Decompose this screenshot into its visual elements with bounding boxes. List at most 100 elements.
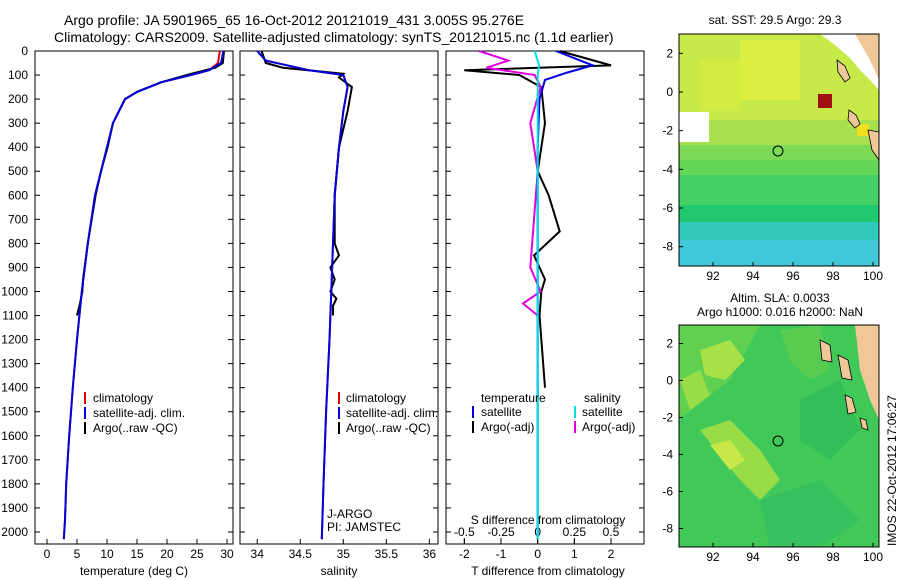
- x-tick-label: 36: [423, 547, 437, 561]
- x-tick-label: 15: [130, 547, 144, 561]
- depth-tick-label: 800: [8, 236, 28, 250]
- temperature-panel: [34, 50, 234, 545]
- map-y-tick-label: -2: [662, 411, 673, 425]
- difference-xlabel: T difference from climatology: [471, 564, 625, 578]
- legend-text-argo: Argo(..raw -QC): [93, 421, 178, 435]
- depth-tick-label: 1500: [1, 405, 28, 419]
- map-y-tick-label: 0: [666, 374, 673, 388]
- legend-text-temp-argo: Argo(-adj): [481, 420, 534, 434]
- depth-tick-label: 500: [8, 164, 28, 178]
- x-tick-label: 0: [534, 547, 541, 561]
- legend-head-salinity: salinity: [584, 391, 621, 405]
- salinity-panel: [239, 50, 439, 545]
- salinity-series: [256, 50, 353, 540]
- map-x-tick-label: 96: [786, 269, 800, 283]
- x-tick-label: 0: [44, 547, 51, 561]
- legend-text-satellite: satellite-adj. clim.: [346, 406, 438, 420]
- map-x-tick-label: 92: [706, 269, 720, 283]
- legend-text-sal-argo: Argo(-adj): [582, 420, 635, 434]
- title-line-1: Argo profile: JA 5901965_65 16-Oct-2012 …: [64, 12, 525, 28]
- map-y-tick-label: -6: [662, 201, 673, 215]
- x-tick-label: 25: [190, 547, 204, 561]
- x-tick-label: 0.25: [563, 525, 587, 539]
- argo-position-marker: [772, 435, 784, 447]
- sst-map-axes: 2 0 -2 -4 -6 -8 92 94 96 98 100: [662, 46, 883, 283]
- x-tick-label: 1: [571, 547, 578, 561]
- x-tick-label: 10: [100, 547, 114, 561]
- map-y-tick-label: 0: [666, 85, 673, 99]
- map-x-tick-label: 100: [863, 269, 883, 283]
- series-temp-argo: [464, 50, 612, 388]
- sla-map-title-1: Altim. SLA: 0.0033: [730, 291, 830, 305]
- depth-axis: 0 100 200 300 400 500 600 700 800 900 1000 1100 1200…: [1, 44, 644, 539]
- depth-tick-label: 100: [8, 68, 28, 82]
- x-tick-label: 30: [220, 547, 234, 561]
- x-tick-label: 20: [160, 547, 174, 561]
- sla-map-title-2: Argo h1000: 0.016 h2000: NaN: [697, 305, 863, 319]
- legend-text-sal-satellite: satellite: [582, 405, 623, 419]
- legend-text-climatology: climatology: [346, 391, 406, 405]
- temperature-x-axis: 0 5 10 15 20 25 30: [44, 539, 234, 561]
- depth-tick-label: 600: [8, 188, 28, 202]
- map-y-tick-label: -6: [662, 485, 673, 499]
- sst-map-title: sat. SST: 29.5 Argo: 29.3: [709, 13, 842, 27]
- temperature-legend: climatology satellite-adj. clim. Argo(..…: [84, 391, 185, 435]
- depth-tick-label: 700: [8, 212, 28, 226]
- salinity-legend: climatology satellite-adj. clim. Argo(..…: [338, 391, 438, 435]
- depth-tick-label: 1100: [2, 309, 28, 323]
- series-satellite: [62, 50, 225, 540]
- legend-text-satellite: satellite-adj. clim.: [93, 406, 185, 420]
- map-x-tick-label: 98: [826, 269, 840, 283]
- x-tick-label: 0.5: [603, 525, 620, 539]
- map-y-tick-label: 2: [666, 46, 673, 60]
- map-x-tick-label: 98: [826, 550, 840, 564]
- depth-tick-label: 1900: [1, 501, 28, 515]
- depth-tick-label: 2000: [1, 525, 28, 539]
- sst-map: [678, 33, 880, 267]
- map-x-tick-label: 92: [706, 550, 720, 564]
- series-sal-satellite: [533, 50, 541, 540]
- series-sal-argo: [478, 50, 542, 317]
- difference-xlabel-top: S difference from climatology: [471, 513, 626, 527]
- title-line-2: Climatology: CARS2009. Satellite-adjuste…: [54, 29, 614, 45]
- depth-tick-label: 1400: [1, 381, 28, 395]
- x-tick-label: -1: [496, 547, 507, 561]
- x-tick-label: 34: [251, 547, 265, 561]
- depth-tick-label: 1000: [1, 284, 28, 298]
- map-x-tick-label: 94: [746, 269, 760, 283]
- depth-tick-label: 1700: [1, 453, 28, 467]
- x-tick-label: 2: [608, 547, 615, 561]
- depth-tick-label: 1200: [1, 333, 28, 347]
- map-y-tick-label: -8: [662, 240, 673, 254]
- sla-map: [678, 324, 880, 548]
- series-satellite: [256, 50, 349, 540]
- map-y-tick-label: 2: [666, 337, 673, 351]
- depth-tick-label: 200: [8, 92, 28, 106]
- difference-legend: temperature salinity satellite Argo(-adj…: [472, 391, 635, 434]
- temperature-xlabel: temperature (deg C): [80, 564, 188, 578]
- depth-tick-label: 400: [8, 140, 28, 154]
- legend-text-temp-satellite: satellite: [481, 405, 522, 419]
- side-timestamp-label: IMOS 22-Oct-2012 17:06:27: [885, 395, 899, 546]
- sla-map-axes: 2 0 -2 -4 -6 -8 92 94 96 98 100: [662, 337, 883, 565]
- x-tick-label: -0.25: [487, 525, 515, 539]
- salinity-xlabel: salinity: [321, 564, 358, 578]
- x-tick-label: 35: [337, 547, 351, 561]
- depth-tick-label: 900: [8, 260, 28, 274]
- map-x-tick-label: 100: [863, 550, 883, 564]
- depth-tick-label: 1600: [1, 429, 28, 443]
- temperature-series: [62, 50, 225, 540]
- x-tick-label: -2: [459, 547, 470, 561]
- map-y-tick-label: -8: [662, 522, 673, 536]
- annotation-pi: PI: JAMSTEC: [327, 520, 401, 534]
- argo-position-marker: [772, 145, 784, 157]
- x-tick-label: -0.5: [454, 525, 475, 539]
- depth-tick-label: 0: [21, 44, 28, 58]
- depth-tick-label: 300: [8, 116, 28, 130]
- map-y-tick-label: -4: [662, 448, 673, 462]
- map-x-tick-label: 94: [746, 550, 760, 564]
- map-x-tick-label: 96: [786, 550, 800, 564]
- depth-tick-label: 1800: [1, 477, 28, 491]
- x-tick-label: 35.5: [375, 547, 399, 561]
